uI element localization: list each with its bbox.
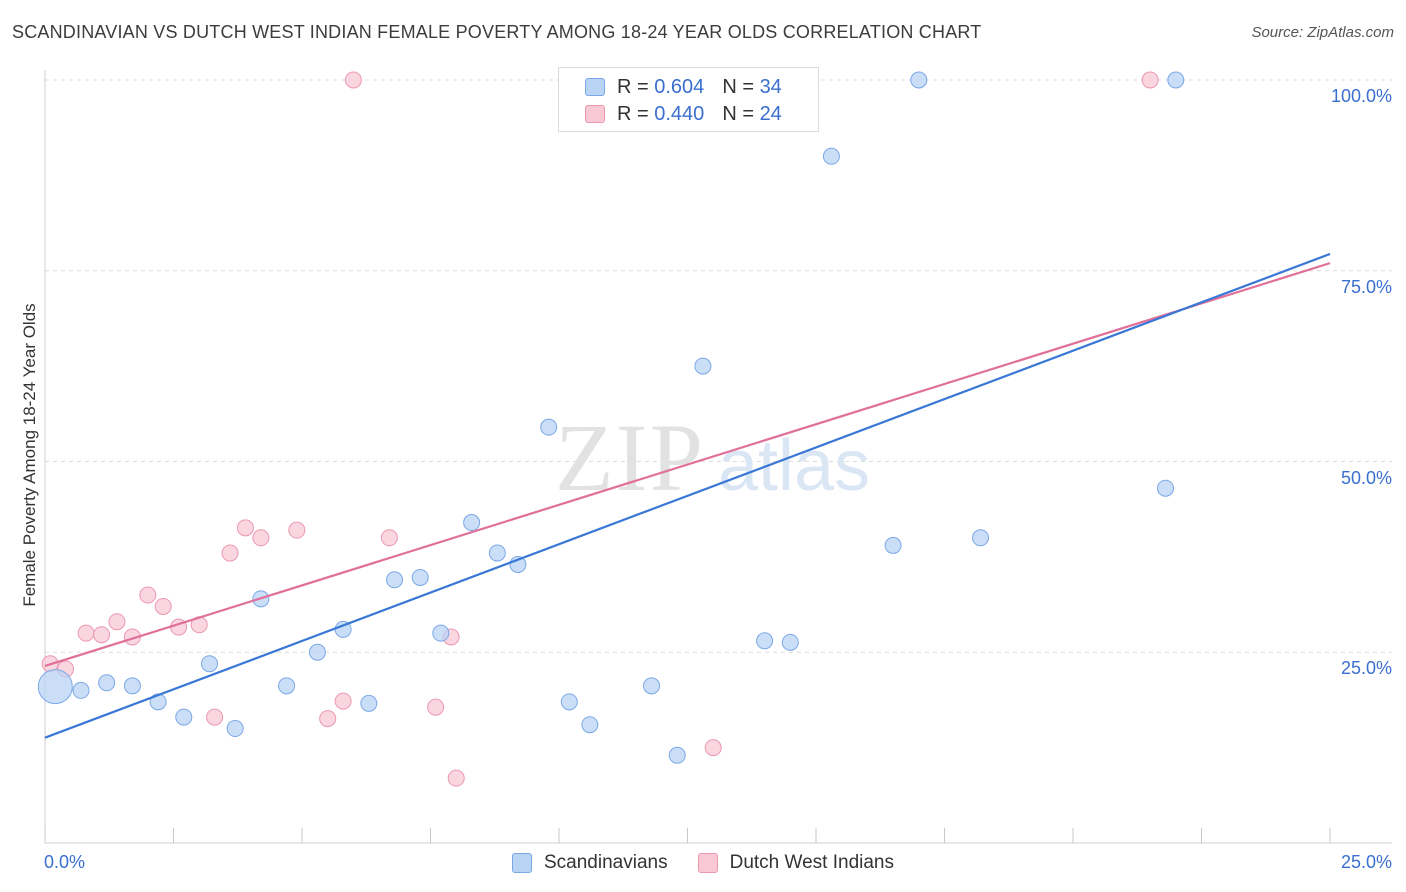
data-point-dutch-west-indians xyxy=(77,624,95,642)
data-point-scandinavians xyxy=(226,720,244,738)
data-point-dutch-west-indians xyxy=(344,71,362,89)
data-point-scandinavians xyxy=(971,529,989,547)
data-point-scandinavians xyxy=(643,677,661,695)
data-point-dutch-west-indians xyxy=(334,692,352,710)
data-point-scandinavians xyxy=(694,357,712,375)
data-point-dutch-west-indians xyxy=(221,544,239,562)
legend-r-value: 0.604 xyxy=(654,75,705,98)
data-point-scandinavians xyxy=(560,693,578,711)
axes xyxy=(44,70,1392,844)
data-point-dutch-west-indians xyxy=(288,521,306,539)
legend-swatch-blue xyxy=(512,853,532,873)
legend-swatch-pink xyxy=(697,853,718,873)
data-point-scandinavians xyxy=(432,624,450,642)
legend-swatch-blue xyxy=(585,78,605,96)
data-point-scandinavians xyxy=(200,655,218,673)
data-point-dutch-west-indians xyxy=(427,698,445,716)
data-point-scandinavians xyxy=(463,514,481,532)
data-point-scandinavians xyxy=(278,677,296,695)
data-point-scandinavians xyxy=(386,571,404,589)
data-point-scandinavians xyxy=(411,568,429,586)
data-point-scandinavians xyxy=(756,632,774,650)
watermark: ZIP atlas xyxy=(555,404,870,511)
trendline-scandinavians xyxy=(44,252,1331,739)
data-point-scandinavians xyxy=(360,694,378,712)
data-point-dutch-west-indians xyxy=(319,710,337,728)
legend-row-scandinavians: R = 0.604 N = 34 xyxy=(585,75,782,99)
legend-r-value: 0.440 xyxy=(654,102,705,125)
legend-n-value: 34 xyxy=(759,75,782,98)
legend-item-scandinavians[interactable]: Scandinavians xyxy=(512,852,668,874)
grid-lines xyxy=(45,79,1392,653)
trend-lines xyxy=(44,252,1331,739)
watermark-zip: ZIP xyxy=(555,404,705,511)
legend-n-value: 24 xyxy=(759,102,782,125)
data-point-scandinavians xyxy=(37,669,73,705)
y-tick-label: 100.0% xyxy=(1330,86,1392,106)
data-point-dutch-west-indians xyxy=(206,708,224,726)
series-legend: Scandinavians Dutch West Indians xyxy=(0,852,1406,874)
trendline-dutch-west-indians xyxy=(44,262,1331,668)
data-point-scandinavians xyxy=(175,708,193,726)
data-point-scandinavians xyxy=(149,693,167,711)
data-point-scandinavians xyxy=(822,147,840,165)
y-tick-label: 75.0% xyxy=(1340,276,1392,297)
data-point-dutch-west-indians xyxy=(139,586,157,604)
y-tick-label: 25.0% xyxy=(1340,658,1392,679)
data-point-dutch-west-indians xyxy=(1141,71,1159,89)
data-point-dutch-west-indians xyxy=(93,626,111,644)
data-point-dutch-west-indians xyxy=(704,739,722,757)
legend-label: Dutch West Indians xyxy=(729,852,894,873)
legend-label: Scandinavians xyxy=(544,852,668,873)
data-point-scandinavians xyxy=(540,418,558,436)
data-point-scandinavians xyxy=(884,536,902,554)
legend-n-label: N = xyxy=(722,75,754,98)
data-point-scandinavians xyxy=(72,681,90,699)
x-tick-label-max: 25.0% xyxy=(1340,852,1392,872)
source-label: Source: ZipAtlas.com xyxy=(1251,24,1394,41)
legend-r-label: R = xyxy=(617,75,649,98)
x-tick-label-min: 0.0% xyxy=(44,852,86,872)
data-point-scandinavians xyxy=(98,674,116,692)
data-point-scandinavians xyxy=(910,71,928,89)
legend-item-dutch-west-indians[interactable]: Dutch West Indians xyxy=(697,852,894,874)
chart-title: SCANDINAVIAN VS DUTCH WEST INDIAN FEMALE… xyxy=(12,22,982,42)
data-point-scandinavians xyxy=(668,746,686,764)
data-point-dutch-west-indians xyxy=(108,613,126,631)
data-point-dutch-west-indians xyxy=(252,529,270,547)
legend-r-label: R = xyxy=(617,102,649,125)
legend-n-label: N = xyxy=(722,102,754,125)
legend-swatch-pink xyxy=(585,105,605,123)
data-point-scandinavians xyxy=(1157,479,1175,497)
data-point-scandinavians xyxy=(488,544,506,562)
data-point-scandinavians xyxy=(1167,71,1185,89)
data-point-dutch-west-indians xyxy=(447,769,465,787)
series-scandinavians-points xyxy=(37,71,1185,764)
data-point-scandinavians xyxy=(581,716,599,734)
data-point-dutch-west-indians xyxy=(154,597,172,615)
data-point-scandinavians xyxy=(781,633,799,651)
data-point-scandinavians xyxy=(308,643,326,661)
data-point-scandinavians xyxy=(123,677,141,695)
correlation-legend: R = 0.604 N = 34 R = 0.440 N = 24 xyxy=(558,67,819,132)
y-tick-label: 50.0% xyxy=(1340,467,1392,488)
data-point-dutch-west-indians xyxy=(380,529,398,547)
legend-row-dutch-west-indians: R = 0.440 N = 24 xyxy=(585,102,782,126)
data-point-dutch-west-indians xyxy=(236,519,254,537)
watermark-atlas: atlas xyxy=(718,426,870,506)
